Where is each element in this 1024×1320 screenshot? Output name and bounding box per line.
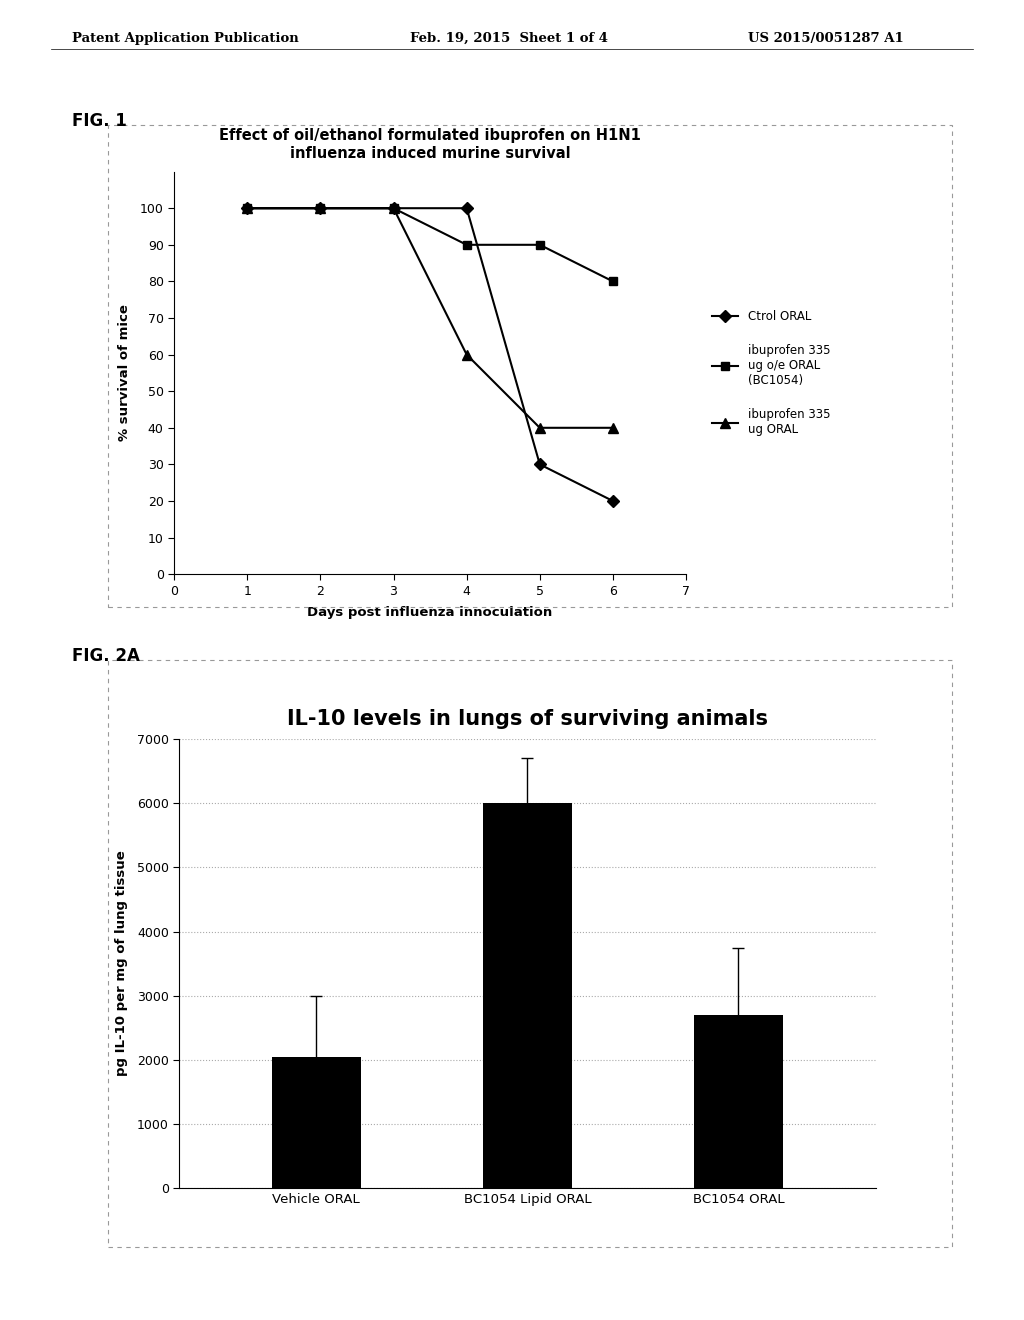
Text: Patent Application Publication: Patent Application Publication — [72, 32, 298, 45]
Y-axis label: pg IL-10 per mg of lung tissue: pg IL-10 per mg of lung tissue — [116, 850, 128, 1077]
Bar — [272, 1056, 360, 1188]
Text: FIG. 2A: FIG. 2A — [72, 647, 139, 665]
Y-axis label: % survival of mice: % survival of mice — [119, 305, 131, 441]
Text: FIG. 1: FIG. 1 — [72, 112, 127, 131]
X-axis label: Days post influenza innoculation: Days post influenza innoculation — [307, 606, 553, 619]
Title: IL-10 levels in lungs of surviving animals: IL-10 levels in lungs of surviving anima… — [287, 709, 768, 730]
Legend: Ctrol ORAL, ibuprofen 335
ug o/e ORAL
(BC1054), ibuprofen 335
ug ORAL: Ctrol ORAL, ibuprofen 335 ug o/e ORAL (B… — [713, 310, 830, 436]
Bar — [694, 1015, 782, 1188]
Text: Feb. 19, 2015  Sheet 1 of 4: Feb. 19, 2015 Sheet 1 of 4 — [410, 32, 607, 45]
Bar — [483, 804, 571, 1188]
Title: Effect of oil/ethanol formulated ibuprofen on H1N1
influenza induced murine surv: Effect of oil/ethanol formulated ibuprof… — [219, 128, 641, 161]
Text: US 2015/0051287 A1: US 2015/0051287 A1 — [748, 32, 903, 45]
